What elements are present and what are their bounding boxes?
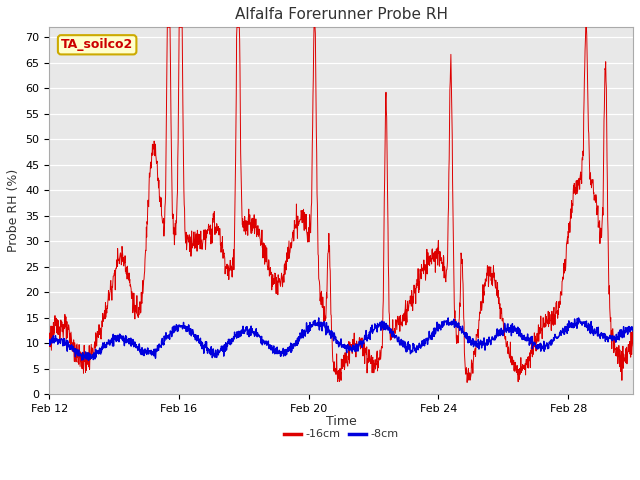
- Legend: -16cm, -8cm: -16cm, -8cm: [280, 425, 403, 444]
- Y-axis label: Probe RH (%): Probe RH (%): [7, 169, 20, 252]
- Title: Alfalfa Forerunner Probe RH: Alfalfa Forerunner Probe RH: [235, 7, 448, 22]
- Text: TA_soilco2: TA_soilco2: [61, 38, 133, 51]
- X-axis label: Time: Time: [326, 416, 356, 429]
